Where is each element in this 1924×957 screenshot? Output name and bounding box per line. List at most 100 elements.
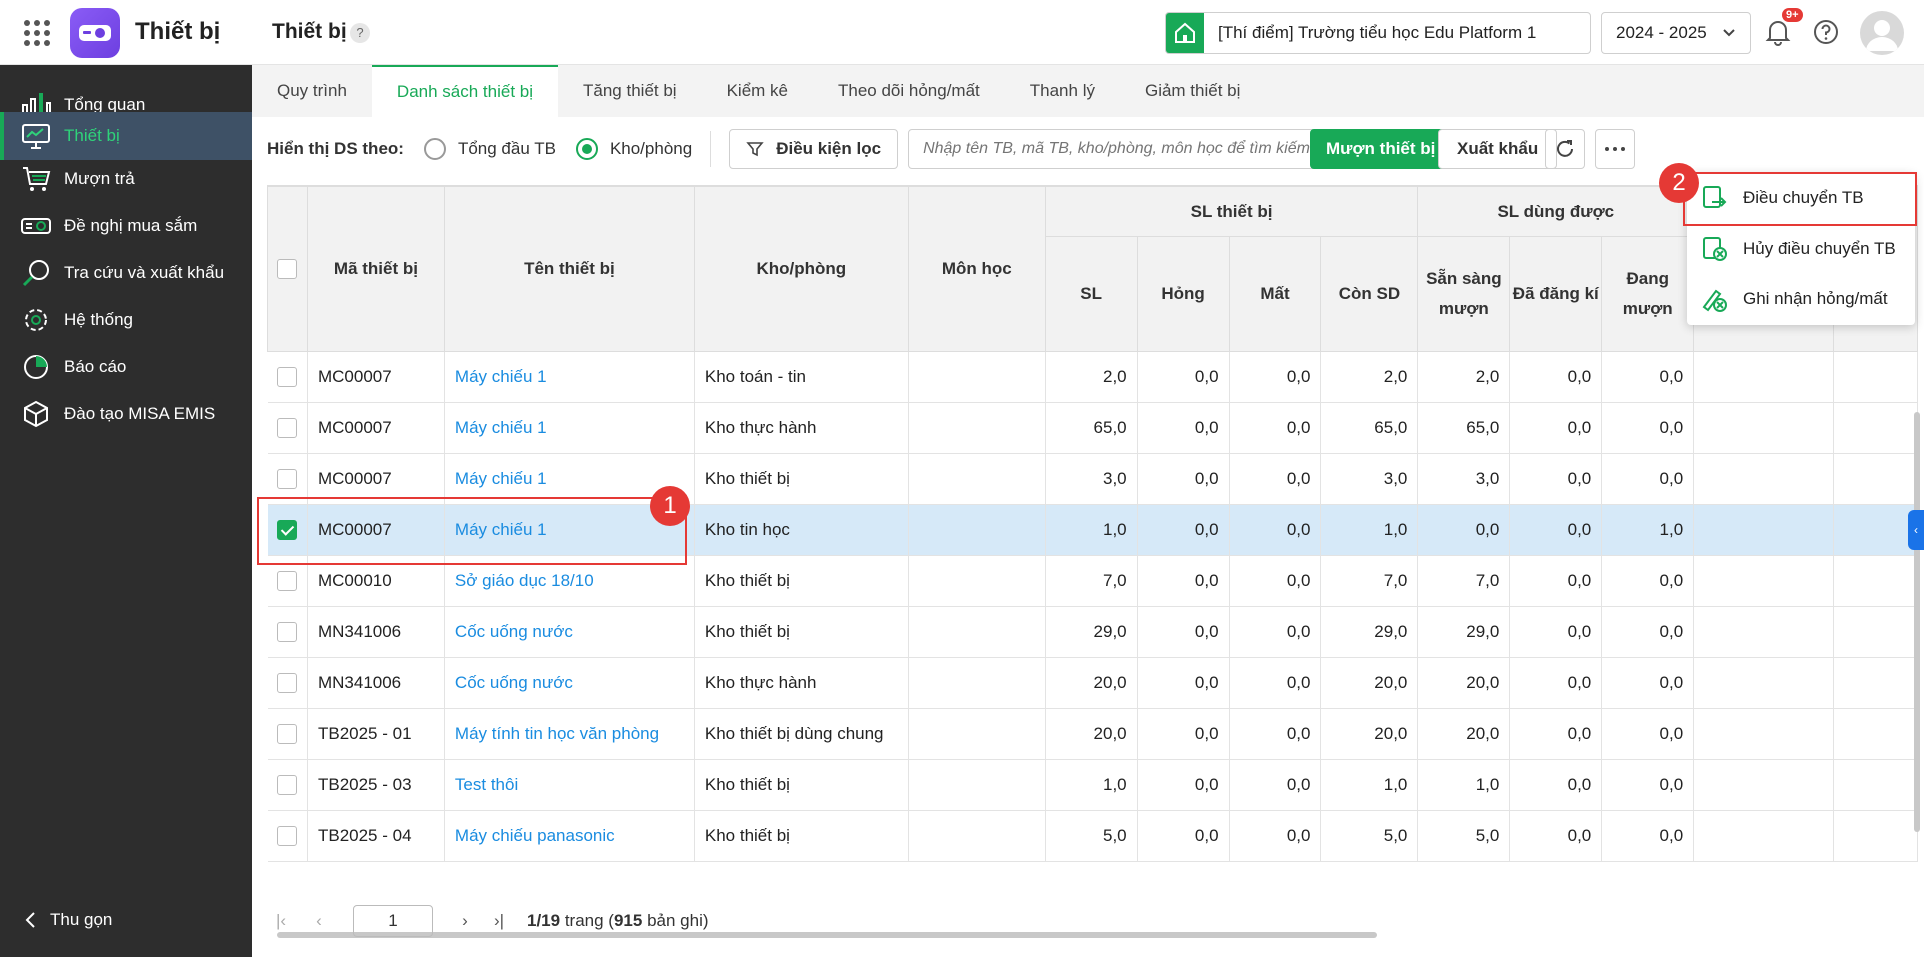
cell-empty xyxy=(1693,402,1834,454)
sidebar-item-report[interactable]: Báo cáo xyxy=(0,343,252,391)
header-name: Tên thiết bị xyxy=(443,186,695,352)
row-checkbox[interactable] xyxy=(277,622,298,642)
row-checkbox[interactable] xyxy=(277,520,298,540)
cell-name-link[interactable]: Cốc uống nước xyxy=(444,657,695,709)
scroll-thumb[interactable] xyxy=(277,932,1377,938)
side-panel-toggle[interactable]: ‹ xyxy=(1908,510,1924,550)
header-lost: Mất xyxy=(1228,236,1322,352)
sidebar-item-equipment[interactable]: Thiết bị xyxy=(0,112,252,160)
help-circle-icon[interactable] xyxy=(1812,18,1840,46)
search-input[interactable] xyxy=(923,140,1364,158)
cell-code: MC00007 xyxy=(307,351,445,403)
sidebar-item-label: Hệ thống xyxy=(64,310,133,329)
filter-button[interactable]: Điều kiện lọc xyxy=(729,129,899,169)
row-checkbox[interactable] xyxy=(277,418,298,438)
last-page-icon[interactable]: ›| xyxy=(493,911,505,930)
prev-page-icon[interactable]: ‹ xyxy=(316,911,322,930)
table-row[interactable]: MN341006 Cốc uống nước Kho thực hành 20,0 0,… xyxy=(267,657,1918,709)
cell-sl: 5,0 xyxy=(1045,810,1138,862)
vertical-scrollbar[interactable] xyxy=(1914,412,1920,832)
table-row[interactable]: MC00007 Máy chiếu 1 Kho toán - tin 2,0 0,0 0,… xyxy=(267,351,1918,403)
row-checkbox[interactable] xyxy=(277,469,298,489)
next-page-icon[interactable]: › xyxy=(462,911,468,930)
radio-room[interactable]: Kho/phòng xyxy=(575,138,692,160)
tab-damage-tracking[interactable]: Theo dõi hỏng/mất xyxy=(838,81,980,100)
menu-item-transfer[interactable]: Điều chuyển TB xyxy=(1687,173,1915,223)
horizontal-scrollbar[interactable] xyxy=(267,932,1907,938)
sidebar-item-training[interactable]: Đào tạo MISA EMIS xyxy=(0,390,252,438)
cell-sl: 1,0 xyxy=(1045,504,1138,556)
row-checkbox[interactable] xyxy=(277,673,298,693)
cell-name-link[interactable]: Cốc uống nước xyxy=(444,606,695,658)
cell-subject xyxy=(908,810,1046,862)
cell-subject xyxy=(908,504,1046,556)
sidebar-item-lookup[interactable]: Tra cứu và xuất khẩu xyxy=(0,249,252,297)
cell-borrowing: 0,0 xyxy=(1601,555,1695,607)
apps-grid-icon[interactable] xyxy=(24,20,50,46)
cell-name-link[interactable]: Máy chiếu panasonic xyxy=(444,810,695,862)
cell-subject xyxy=(908,606,1046,658)
cell-empty xyxy=(1693,453,1834,505)
cell-name-link[interactable]: Máy chiếu 1 xyxy=(444,402,695,454)
row-checkbox[interactable] xyxy=(277,724,298,744)
sidebar-item-overview[interactable]: Tổng quan xyxy=(0,81,252,129)
sidebar-item-system[interactable]: Hệ thống xyxy=(0,296,252,344)
select-all-checkbox[interactable] xyxy=(277,259,298,279)
cell-ready: 5,0 xyxy=(1417,810,1511,862)
cell-ready: 1,0 xyxy=(1417,759,1511,811)
cell-sl: 1,0 xyxy=(1045,759,1138,811)
table-row[interactable]: MN341006 Cốc uống nước Kho thiết bị 29,0 0,0… xyxy=(267,606,1918,658)
records-word: bản ghi xyxy=(647,911,703,930)
page-number-input[interactable]: 1 xyxy=(353,905,433,937)
refresh-icon xyxy=(1557,140,1573,157)
table-row[interactable]: MC00007 Máy chiếu 1 Kho thiết bị 3,0 0,0 0,0 3… xyxy=(267,453,1918,505)
cell-lost: 0,0 xyxy=(1229,555,1322,607)
row-checkbox[interactable] xyxy=(277,571,298,591)
cell-broken: 0,0 xyxy=(1137,606,1230,658)
tab-process[interactable]: Quy trình xyxy=(277,81,347,100)
cell-sl: 3,0 xyxy=(1045,453,1138,505)
help-icon[interactable]: ? xyxy=(350,23,370,43)
menu-item-cancel-transfer[interactable]: Hủy điều chuyển TB xyxy=(1687,224,1915,274)
first-page-icon[interactable]: |‹ xyxy=(275,911,287,930)
tab-inventory[interactable]: Kiểm kê xyxy=(726,81,788,100)
cell-code: MC00007 xyxy=(307,402,445,454)
school-selector[interactable]: [Thí điểm] Trường tiểu học Edu Platform … xyxy=(1165,12,1591,54)
export-button[interactable]: Xuất khẩu xyxy=(1438,129,1558,169)
sidebar-item-borrow[interactable]: Mượn trả xyxy=(0,155,252,203)
row-checkbox[interactable] xyxy=(277,775,298,795)
table-row[interactable]: MC00007 Máy chiếu 1 Kho thực hành 65,0 0,0 0,… xyxy=(267,402,1918,454)
year-select[interactable]: 2024 - 2025 xyxy=(1601,12,1751,54)
cell-broken: 0,0 xyxy=(1137,708,1230,760)
gear-icon xyxy=(18,302,54,338)
cell-name-link[interactable]: Máy chiếu 1 xyxy=(444,351,695,403)
row-checkbox[interactable] xyxy=(277,367,298,387)
cell-room: Kho thiết bị xyxy=(694,606,909,658)
borrow-equipment-button[interactable]: Mượn thiết bị xyxy=(1310,129,1452,169)
row-checkbox[interactable] xyxy=(277,826,298,846)
cell-sl: 20,0 xyxy=(1045,657,1138,709)
table-row[interactable]: TB2025 - 04 Máy chiếu panasonic Kho thiết … xyxy=(267,810,1918,862)
cell-empty xyxy=(1833,810,1918,862)
tab-equipment-list[interactable]: Danh sách thiết bị xyxy=(371,65,559,117)
collapse-sidebar-button[interactable]: Thu gọn xyxy=(24,910,112,930)
table-row[interactable]: TB2025 - 01 Máy tính tin học văn phòng Kho… xyxy=(267,708,1918,760)
bell-icon[interactable] xyxy=(1762,16,1794,48)
radio-total[interactable]: Tổng đầu TB xyxy=(423,138,556,160)
refresh-button[interactable] xyxy=(1545,129,1585,169)
highlight-selected-row xyxy=(257,497,687,565)
tab-add-equipment[interactable]: Tăng thiết bị xyxy=(583,81,677,100)
transfer-icon xyxy=(1699,183,1729,213)
avatar[interactable] xyxy=(1860,11,1904,55)
sidebar-item-purchase[interactable]: Đề nghị mua sắm xyxy=(0,202,252,250)
cell-name-link[interactable]: Test thôi xyxy=(444,759,695,811)
tab-liquidation[interactable]: Thanh lý xyxy=(1029,81,1095,100)
cell-name-link[interactable]: Máy tính tin học văn phòng xyxy=(444,708,695,760)
cell-broken: 0,0 xyxy=(1137,810,1230,862)
more-options-button[interactable] xyxy=(1595,129,1635,169)
year-value: 2024 - 2025 xyxy=(1616,23,1707,42)
cell-empty xyxy=(1693,351,1834,403)
menu-item-record-damage[interactable]: Ghi nhận hỏng/mất xyxy=(1687,274,1915,324)
table-row[interactable]: TB2025 - 03 Test thôi Kho thiết bị 1,0 0,0 0,… xyxy=(267,759,1918,811)
tab-reduce-equipment[interactable]: Giảm thiết bị xyxy=(1144,81,1241,100)
